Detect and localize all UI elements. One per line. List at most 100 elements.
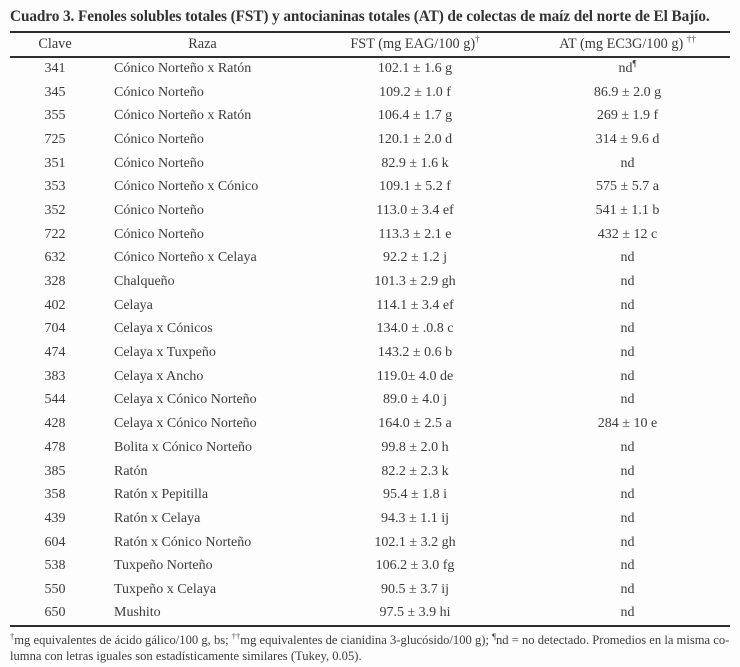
at-cell: nd	[620, 558, 635, 574]
table-row: 650 Mushito 97.5 ± 3.9 hi nd	[10, 602, 730, 626]
header-row: Clave Raza FST (mg EAG/100 g)† AT (mg EC…	[10, 32, 730, 58]
at-cell: nd	[620, 368, 635, 384]
table-row: 351 Cónico Norteño 82.9 ± 1.6 k nd	[10, 152, 730, 176]
at-cell: 86.9 ± 2.0 g	[593, 84, 662, 100]
raza-cell: Bolita x Cónico Norteño	[114, 439, 253, 455]
fst-cell: 109.1 ± 5.2 f	[379, 179, 451, 195]
raza-cell: Mushito	[114, 605, 161, 621]
table-row: 402 Celaya 114.1 ± 3.4 ef nd	[10, 294, 730, 318]
raza-cell: Celaya x Ancho	[114, 368, 204, 384]
raza-cell: Cónico Norteño x Ratón	[114, 61, 252, 77]
clave-cell: 538	[44, 558, 66, 574]
col-header-fst: FST (mg EAG/100 g)†	[305, 32, 525, 58]
clave-cell: 474	[44, 345, 66, 361]
raza-cell: Celaya x Cónicos	[114, 321, 213, 337]
clave-cell: 345	[44, 84, 66, 100]
col-header-at-label: AT (mg EC3G/100 g)	[559, 36, 687, 52]
fst-cell: 92.2 ± 1.2 j	[382, 250, 448, 266]
raza-cell: Celaya x Cónico Norteño	[114, 392, 257, 408]
at-cell: nd	[620, 581, 635, 597]
fst-cell: 113.0 ± 3.4 ef	[376, 202, 454, 218]
at-cell: nd	[620, 605, 635, 621]
footnote-marker: ††	[231, 630, 241, 641]
table-row: 352 Cónico Norteño 113.0 ± 3.4 ef 541 ± 1.1…	[10, 199, 730, 223]
footnote: †mg equivalentes de ácido gálico/100 g, …	[10, 630, 730, 663]
fst-cell: 109.2 ± 1.0 f	[379, 84, 451, 100]
fst-cell: 95.4 ± 1.8 i	[382, 487, 448, 503]
table-row: 355 Cónico Norteño x Ratón 106.4 ± 1.7 g 26…	[10, 104, 730, 128]
clave-cell: 550	[44, 581, 66, 597]
fst-cell: 106.4 ± 1.7 g	[377, 108, 453, 124]
at-cell: nd	[620, 250, 635, 266]
data-table: Clave Raza FST (mg EAG/100 g)† AT (mg EC…	[10, 31, 730, 627]
fst-cell: 102.1 ± 3.2 gh	[374, 534, 456, 550]
at-cell: 432 ± 12 c	[597, 226, 658, 242]
fst-cell: 89.0 ± 4.0 j	[382, 392, 448, 408]
raza-cell: Ratón x Pepitilla	[114, 487, 209, 503]
at-cell: nd	[620, 439, 635, 455]
table-row: 478 Bolita x Cónico Norteño 99.8 ± 2.0 h nd	[10, 436, 730, 460]
at-cell: nd	[620, 487, 635, 503]
table-row: 704 Celaya x Cónicos 134.0 ± .0.8 c nd	[10, 318, 730, 342]
clave-cell: 355	[44, 108, 66, 124]
fst-cell: 114.1 ± 3.4 ef	[376, 297, 454, 313]
raza-cell: Celaya	[114, 297, 153, 313]
raza-cell: Cónico Norteño	[114, 202, 204, 218]
footnote-marker: ¶	[632, 58, 637, 69]
col-header-at: AT (mg EC3G/100 g) ††	[525, 32, 730, 58]
clave-cell: 351	[44, 155, 66, 171]
table-row: 604 Ratón x Cónico Norteño 102.1 ± 3.2 gh n…	[10, 531, 730, 555]
col-header-clave: Clave	[10, 32, 100, 58]
table-caption: Cuadro 3. Fenoles solubles totales (FST)…	[10, 8, 710, 25]
at-cell: nd	[620, 463, 635, 479]
col-header-raza: Raza	[100, 32, 305, 58]
at-cell: nd¶	[618, 58, 637, 77]
col-header-fst-label: FST (mg EAG/100 g)	[350, 36, 476, 52]
table-row: 358 Ratón x Pepitilla 95.4 ± 1.8 i nd	[10, 483, 730, 507]
at-cell: nd	[620, 297, 635, 313]
table-header: Clave Raza FST (mg EAG/100 g)† AT (mg EC…	[10, 32, 730, 58]
raza-cell: Ratón x Cónico Norteño	[114, 534, 252, 550]
clave-cell: 650	[44, 605, 66, 621]
at-cell: 541 ± 1.1 b	[595, 202, 660, 218]
clave-cell: 328	[44, 274, 66, 290]
clave-cell: 341	[44, 61, 66, 77]
table-row: 345 Cónico Norteño 109.2 ± 1.0 f 86.9 ± 2.0…	[10, 81, 730, 105]
clave-cell: 544	[44, 392, 66, 408]
clave-cell: 385	[44, 463, 66, 479]
clave-cell: 604	[44, 534, 66, 550]
raza-cell: Celaya x Cónico Norteño	[114, 416, 257, 432]
at-cell: nd	[620, 510, 635, 526]
table-row: 550 Tuxpeño x Celaya 90.5 ± 3.7 ij nd	[10, 578, 730, 602]
clave-cell: 725	[44, 131, 66, 147]
clave-cell: 439	[44, 510, 66, 526]
fst-cell: 164.0 ± 2.5 a	[378, 416, 452, 432]
fst-cell: 82.2 ± 2.3 k	[381, 463, 449, 479]
at-cell: 284 ± 10 e	[597, 416, 658, 432]
table-row: 341 Cónico Norteño x Ratón 102.1 ± 1.6 g nd…	[10, 57, 730, 81]
fst-cell: 82.9 ± 1.6 k	[381, 155, 449, 171]
table-row: 428 Celaya x Cónico Norteño 164.0 ± 2.5 a 2…	[10, 412, 730, 436]
table-row: 353 Cónico Norteño x Cónico 109.1 ± 5.2 f 5…	[10, 175, 730, 199]
raza-cell: Ratón	[114, 463, 148, 479]
fst-cell: 99.8 ± 2.0 h	[381, 439, 449, 455]
fst-cell: 94.3 ± 1.1 ij	[381, 510, 449, 526]
table-row: 385 Ratón 82.2 ± 2.3 k nd	[10, 460, 730, 484]
raza-cell: Tuxpeño Norteño	[114, 558, 213, 574]
raza-cell: Cónico Norteño	[114, 226, 204, 242]
raza-cell: Celaya x Tuxpeño	[114, 345, 216, 361]
table-row: 725 Cónico Norteño 120.1 ± 2.0 d 314 ± 9.6 …	[10, 128, 730, 152]
raza-cell: Cónico Norteño x Cónico	[114, 179, 259, 195]
col-header-clave-label: Clave	[38, 36, 72, 52]
fst-cell: 97.5 ± 3.9 hi	[379, 605, 451, 621]
fst-cell: 102.1 ± 1.6 g	[377, 61, 453, 77]
raza-cell: Chalqueño	[114, 274, 175, 290]
raza-cell: Ratón x Celaya	[114, 510, 201, 526]
at-cell: nd	[620, 321, 635, 337]
raza-cell: Cónico Norteño	[114, 84, 204, 100]
at-cell: nd	[620, 155, 635, 171]
raza-cell: Cónico Norteño x Celaya	[114, 250, 257, 266]
table-row: 632 Cónico Norteño x Celaya 92.2 ± 1.2 j nd	[10, 247, 730, 271]
table-row: 722 Cónico Norteño 113.3 ± 2.1 e 432 ± 12 c	[10, 223, 730, 247]
